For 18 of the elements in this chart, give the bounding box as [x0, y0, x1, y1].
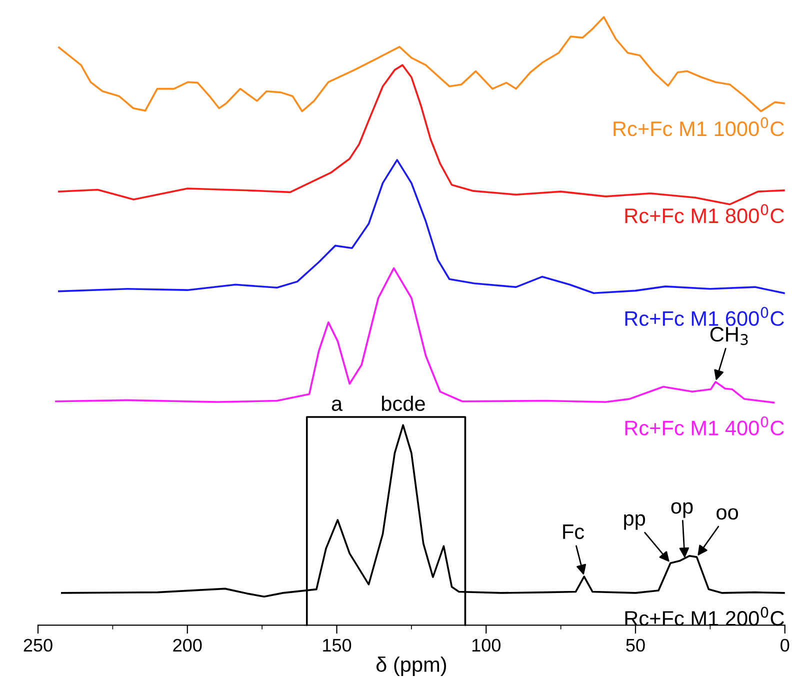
annotation: CH$_{3}$	[710, 326, 748, 346]
annotation: Fc	[563, 524, 584, 540]
x-tick-label: 250	[24, 638, 52, 652]
x-tick-label: 150	[323, 638, 352, 652]
x-tick-label: 100	[472, 638, 500, 652]
x-tick-label: 200	[173, 638, 202, 652]
series-label: Rc+Fc M1 1000$^{0}$C	[614, 117, 784, 136]
x-axis-title: δ (ppm)	[376, 656, 446, 676]
annotation: oo	[716, 508, 738, 520]
annotation: pp	[624, 514, 646, 530]
series-label: Rc+Fc M1 800$^{0}$C	[625, 204, 784, 224]
annotation: bcde	[382, 396, 425, 411]
annotation: a	[332, 400, 343, 411]
x-tick-label: 50	[626, 638, 645, 652]
series-label: Rc+Fc M1 400$^{0}$C	[625, 416, 784, 436]
x-tick-label: 0	[780, 638, 790, 652]
series-label: Rc+Fc M1 600$^{0}$C	[625, 306, 784, 326]
annotation: op	[671, 502, 693, 518]
